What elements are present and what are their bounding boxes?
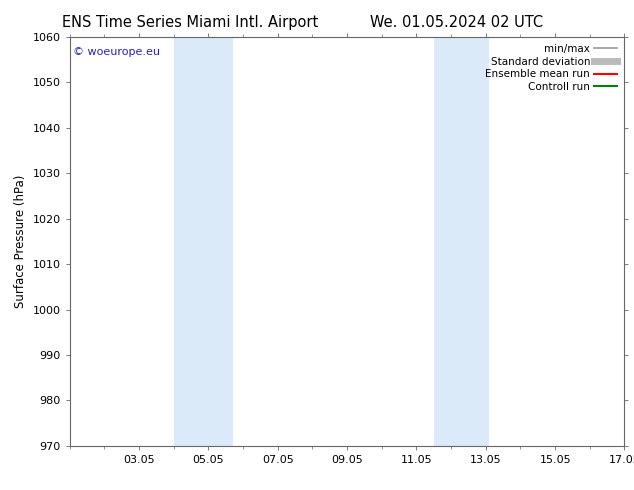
Text: We. 01.05.2024 02 UTC: We. 01.05.2024 02 UTC [370, 15, 543, 30]
Bar [174, 37, 233, 446]
Text: ENS Time Series Miami Intl. Airport: ENS Time Series Miami Intl. Airport [62, 15, 318, 30]
Text: © woeurope.eu: © woeurope.eu [72, 47, 160, 57]
Bar [434, 37, 489, 446]
Y-axis label: Surface Pressure (hPa): Surface Pressure (hPa) [14, 174, 27, 308]
Legend: min/max, Standard deviation, Ensemble mean run, Controll run: min/max, Standard deviation, Ensemble me… [481, 40, 621, 96]
